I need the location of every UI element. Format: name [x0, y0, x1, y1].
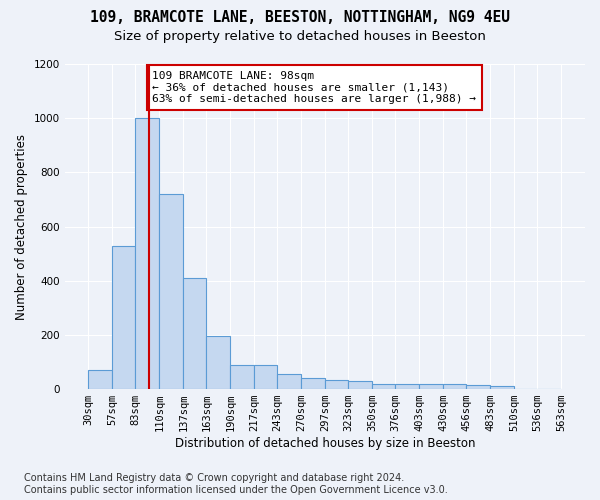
Bar — [349, 381, 373, 389]
Bar — [183, 278, 206, 389]
Text: Contains HM Land Registry data © Crown copyright and database right 2024.
Contai: Contains HM Land Registry data © Crown c… — [24, 474, 448, 495]
Bar — [325, 380, 349, 389]
X-axis label: Distribution of detached houses by size in Beeston: Distribution of detached houses by size … — [175, 437, 475, 450]
Bar — [490, 386, 514, 389]
Bar — [419, 384, 443, 389]
Bar — [373, 384, 395, 389]
Bar — [112, 246, 136, 389]
Text: Size of property relative to detached houses in Beeston: Size of property relative to detached ho… — [114, 30, 486, 43]
Bar — [395, 384, 419, 389]
Bar — [301, 378, 325, 389]
Bar — [160, 194, 183, 389]
Bar — [443, 384, 466, 389]
Text: 109, BRAMCOTE LANE, BEESTON, NOTTINGHAM, NG9 4EU: 109, BRAMCOTE LANE, BEESTON, NOTTINGHAM,… — [90, 10, 510, 25]
Bar — [206, 336, 230, 389]
Bar — [136, 118, 160, 389]
Text: 109 BRAMCOTE LANE: 98sqm
← 36% of detached houses are smaller (1,143)
63% of sem: 109 BRAMCOTE LANE: 98sqm ← 36% of detach… — [152, 71, 476, 104]
Bar — [466, 385, 490, 389]
Bar — [230, 364, 254, 389]
Bar — [88, 370, 112, 389]
Bar — [254, 365, 277, 389]
Bar — [277, 374, 301, 389]
Y-axis label: Number of detached properties: Number of detached properties — [15, 134, 28, 320]
